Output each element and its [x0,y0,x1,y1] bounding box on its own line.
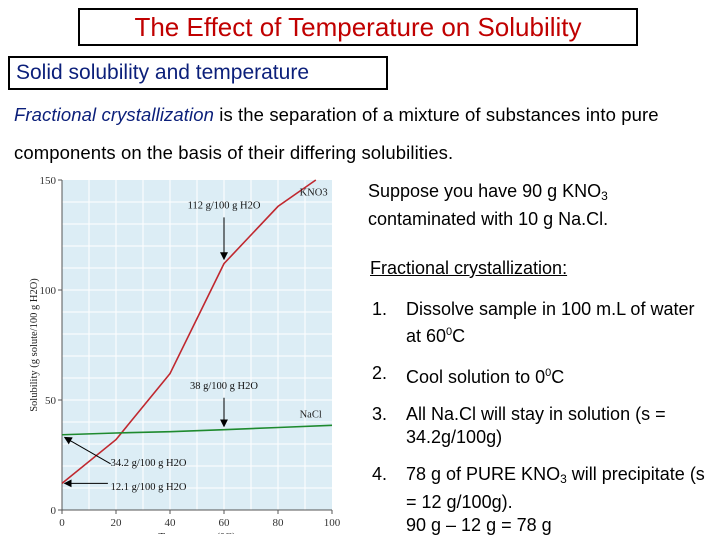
step-2: 2. Cool solution to 00C [368,362,708,389]
procedure-steps: 1. Dissolve sample in 100 m.L of water at… [368,298,708,537]
x-tick-label: 80 [273,517,285,529]
y-tick-label: 0 [51,505,57,517]
step-1-number: 1. [372,299,388,319]
step-4-text-2: will precipitate (s = 12 g/100g). [406,464,705,512]
definition-paragraph: Fractional crystallization is the separa… [14,96,704,172]
example-panel: Suppose you have 90 g KNO3 contaminated … [368,180,708,551]
annotation-34-2: 34.2 g/100 g H2O [111,458,187,469]
x-tick-label: 60 [219,517,231,529]
step-2-unit: C [551,367,565,387]
x-tick-label: 20 [111,517,123,529]
y-tick-label: 50 [45,395,57,407]
suppose-part2: contaminated with 10 g Na.Cl. [368,209,609,229]
step-2-degree: 0 [545,367,552,379]
term-fractional-crystallization: Fractional crystallization [14,104,215,125]
section-subtitle: Solid solubility and temperature [8,56,388,90]
step-3-text: All Na.Cl will stay in solution (s = 34.… [406,404,666,447]
series-label-nacl: NaCl [300,410,322,421]
y-tick-label: 150 [40,175,57,187]
x-tick-label: 0 [59,517,65,529]
annotation-12-1: 12.1 g/100 g H2O [111,482,187,493]
solubility-chart: 0 50 100 150 0 20 40 60 80 100 Temperature (°C) Sol… [29,175,341,534]
x-tick-label: 40 [165,517,177,529]
procedure-heading: Fractional crystallization: [370,258,568,278]
step-3: 3. All Na.Cl will stay in solution (s = 3… [368,403,708,449]
page-title-text: The Effect of Temperature on Solubility [134,12,582,42]
page-title: The Effect of Temperature on Solubility [78,8,638,46]
step-2-number: 2. [372,363,388,383]
step-4-subscript: 3 [560,472,567,486]
step-2-text: Cool solution to 0 [406,367,546,387]
step-4-text: 78 g of PURE KNO [406,464,561,484]
section-subtitle-text: Solid solubility and temperature [16,61,309,84]
annotation-112: 112 g/100 g H2O [188,201,261,212]
definition-text: is the separation of a mixture of substa… [14,104,659,163]
annotation-38: 38 g/100 g H2O [190,381,258,392]
step-1-unit: C [452,326,466,346]
suppose-text: Suppose you have 90 g KNO3 contaminated … [368,180,708,231]
annotation-arrow-34-2 [63,436,111,465]
series-label-kno3: KNO3 [300,187,328,198]
series-line-kno3 [61,179,317,485]
y-axis-label: Solubility (g solute/100 g H2O) [29,278,40,412]
x-axis-label: Temperature (°C) [158,531,236,534]
step-1-degree: 0 [446,326,453,338]
step-4: 4. 78 g of PURE KNO3 will precipitate (s … [368,463,708,537]
suppose-subscript: 3 [601,189,608,203]
step-1: 1. Dissolve sample in 100 m.L of water at… [368,298,708,348]
step-4-calculation: 90 g – 12 g = 78 g [406,515,552,535]
series-line-nacl [61,424,333,436]
step-1-text: Dissolve sample in 100 m.L of water at 6… [406,299,695,346]
y-tick-label: 100 [40,285,57,297]
x-tick-label: 100 [324,517,341,529]
step-4-number: 4. [372,464,388,484]
step-3-number: 3. [372,404,388,424]
suppose-part1: Suppose you have 90 g KNO [368,181,602,201]
